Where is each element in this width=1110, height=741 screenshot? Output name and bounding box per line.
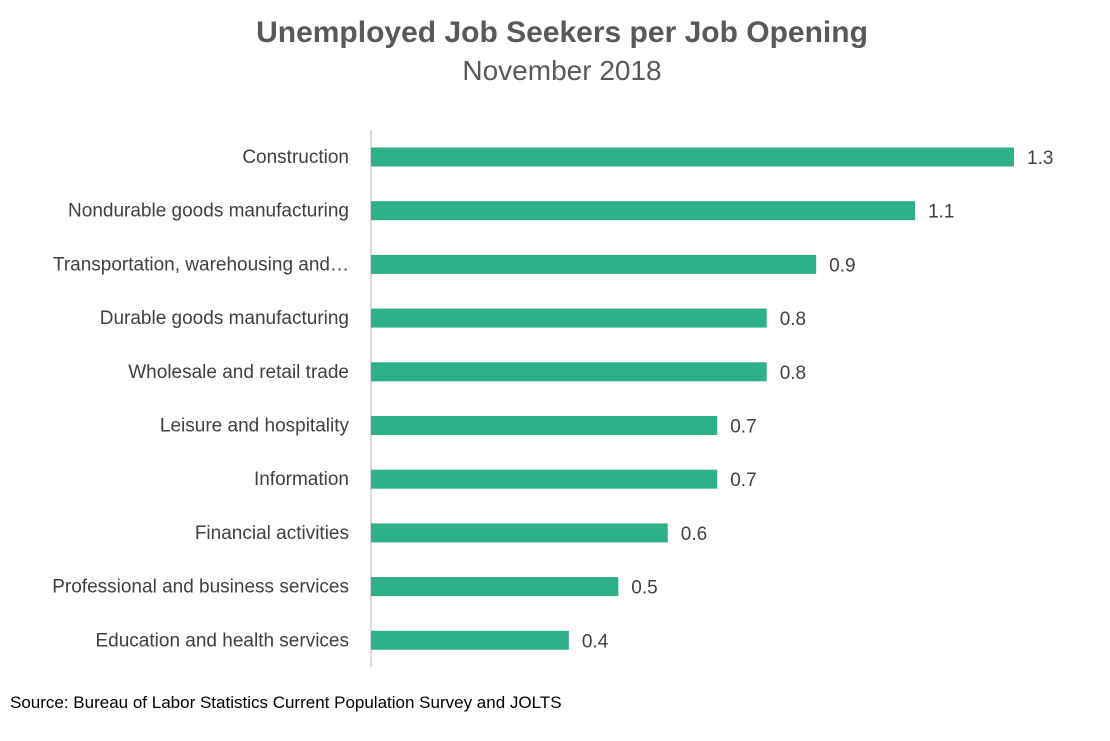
value-label-9: 0.4	[582, 631, 609, 652]
bar-0	[371, 147, 1014, 167]
bar-9	[371, 630, 569, 650]
category-label-9: Education and health services	[96, 630, 350, 651]
value-label-5: 0.7	[730, 417, 756, 438]
value-label-0: 1.3	[1027, 148, 1053, 169]
category-label-6: Information	[254, 469, 349, 490]
bar-2	[371, 254, 817, 274]
chart-subtitle: November 2018	[462, 55, 661, 86]
category-label-4: Wholesale and retail trade	[128, 362, 349, 383]
bar-3	[371, 308, 767, 328]
category-label-7: Financial activities	[195, 523, 349, 544]
source-note: Source: Bureau of Labor Statistics Curre…	[10, 693, 562, 712]
category-labels: Construction Nondurable goods manufacturi…	[52, 147, 349, 651]
chart-title: Unemployed Job Seekers per Job Opening	[256, 16, 868, 49]
category-label-0: Construction	[242, 147, 349, 168]
category-label-5: Leisure and hospitality	[160, 416, 350, 437]
value-labels: 1.3 1.1 0.9 0.8 0.8 0.7 0.7 0.6 0.5 0.4	[582, 148, 1054, 652]
value-label-1: 1.1	[928, 202, 954, 223]
value-label-4: 0.8	[780, 363, 806, 384]
bar-5	[371, 416, 718, 435]
category-label-1: Nondurable goods manufacturing	[68, 201, 349, 222]
category-label-3: Durable goods manufacturing	[100, 308, 349, 329]
value-label-7: 0.6	[681, 524, 707, 545]
bar-7	[371, 523, 668, 543]
category-label-8: Professional and business services	[52, 577, 349, 598]
bar-8	[371, 577, 619, 597]
value-label-2: 0.9	[829, 255, 855, 276]
bars-group	[371, 147, 1014, 650]
value-label-6: 0.7	[730, 470, 756, 491]
bar-1	[371, 201, 916, 221]
category-label-2: Transportation, warehousing and…	[53, 254, 349, 275]
bar-4	[371, 362, 767, 382]
value-label-8: 0.5	[631, 578, 657, 599]
value-label-3: 0.8	[780, 309, 806, 330]
bar-6	[371, 469, 718, 489]
